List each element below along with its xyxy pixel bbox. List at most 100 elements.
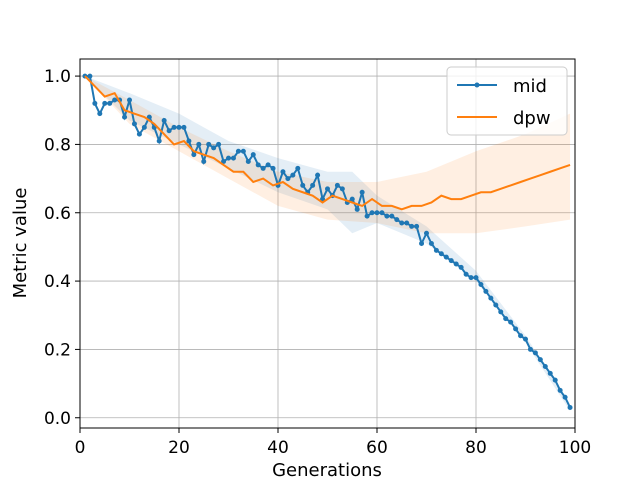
y-tick-label: 0.2	[44, 340, 71, 360]
point	[196, 141, 202, 147]
x-tick-label: 60	[366, 438, 388, 458]
point	[216, 141, 222, 147]
point	[206, 141, 212, 147]
point	[181, 124, 187, 130]
point	[161, 118, 167, 123]
point	[567, 405, 573, 410]
point	[131, 121, 137, 127]
confidence-band	[84, 76, 571, 234]
point	[211, 145, 217, 151]
point	[107, 100, 113, 106]
point	[171, 124, 177, 130]
point	[453, 261, 459, 267]
point	[463, 271, 469, 277]
point	[359, 189, 365, 195]
plot-frame	[79, 58, 576, 429]
x-tick-label: 0	[75, 438, 86, 458]
point	[483, 288, 489, 294]
point	[285, 176, 291, 182]
point	[473, 275, 479, 281]
point	[443, 254, 449, 260]
point	[320, 196, 326, 202]
point	[513, 326, 519, 332]
legend-label: mid	[513, 76, 547, 97]
legend-marker	[474, 82, 480, 88]
point	[498, 309, 504, 315]
point	[552, 377, 558, 383]
point	[191, 152, 197, 158]
point	[310, 182, 316, 188]
point	[532, 350, 538, 356]
x-tick-label: 40	[267, 438, 289, 458]
y-tick-label: 0.0	[44, 409, 71, 429]
point	[562, 394, 568, 400]
point	[250, 152, 256, 158]
point	[448, 258, 454, 264]
point	[325, 186, 330, 192]
point	[186, 138, 192, 144]
point	[112, 97, 118, 103]
point	[542, 364, 548, 369]
point	[503, 316, 509, 322]
point	[166, 128, 172, 134]
point	[146, 114, 152, 120]
point	[488, 295, 494, 301]
point	[458, 264, 464, 270]
point	[290, 172, 296, 178]
point	[235, 148, 241, 154]
x-tick-label: 100	[559, 438, 591, 458]
point	[518, 333, 524, 339]
point	[245, 159, 251, 164]
point	[255, 162, 261, 168]
point	[523, 336, 528, 342]
point	[295, 165, 301, 171]
point	[127, 97, 132, 103]
point	[221, 159, 227, 164]
point	[424, 230, 429, 236]
point	[508, 319, 514, 325]
point	[364, 213, 370, 219]
y-tick-label: 0.4	[44, 272, 71, 292]
point	[379, 210, 385, 216]
point	[527, 346, 533, 352]
point	[369, 210, 375, 216]
point	[339, 186, 345, 192]
point	[92, 100, 98, 106]
point	[265, 162, 271, 168]
point	[433, 247, 439, 253]
point	[547, 370, 553, 376]
x-axis-label: Generations	[272, 460, 382, 480]
point	[428, 241, 434, 246]
point	[156, 138, 162, 144]
point	[280, 169, 286, 175]
point	[334, 182, 340, 188]
point	[409, 223, 415, 229]
y-tick-label: 1.0	[44, 67, 71, 87]
point	[404, 220, 410, 226]
point	[97, 111, 103, 117]
point	[315, 172, 321, 178]
point	[389, 213, 395, 219]
y-axis-label: Metric value	[10, 188, 31, 299]
point	[176, 124, 182, 130]
point	[349, 196, 355, 202]
point	[260, 165, 266, 171]
point	[230, 155, 236, 161]
point	[87, 73, 93, 79]
legend-label: dpw	[513, 108, 551, 129]
point	[478, 282, 484, 287]
point	[419, 241, 425, 246]
point	[394, 217, 400, 223]
point	[384, 213, 390, 219]
point	[438, 251, 444, 257]
x-tick-label: 20	[168, 438, 190, 458]
point	[414, 223, 420, 229]
point	[270, 165, 276, 171]
confidence-band	[84, 76, 571, 411]
point	[468, 275, 474, 281]
point	[122, 114, 128, 120]
series-line	[84, 75, 571, 211]
y-tick-label: 0.8	[44, 135, 71, 155]
point	[374, 210, 380, 216]
point	[537, 357, 543, 363]
